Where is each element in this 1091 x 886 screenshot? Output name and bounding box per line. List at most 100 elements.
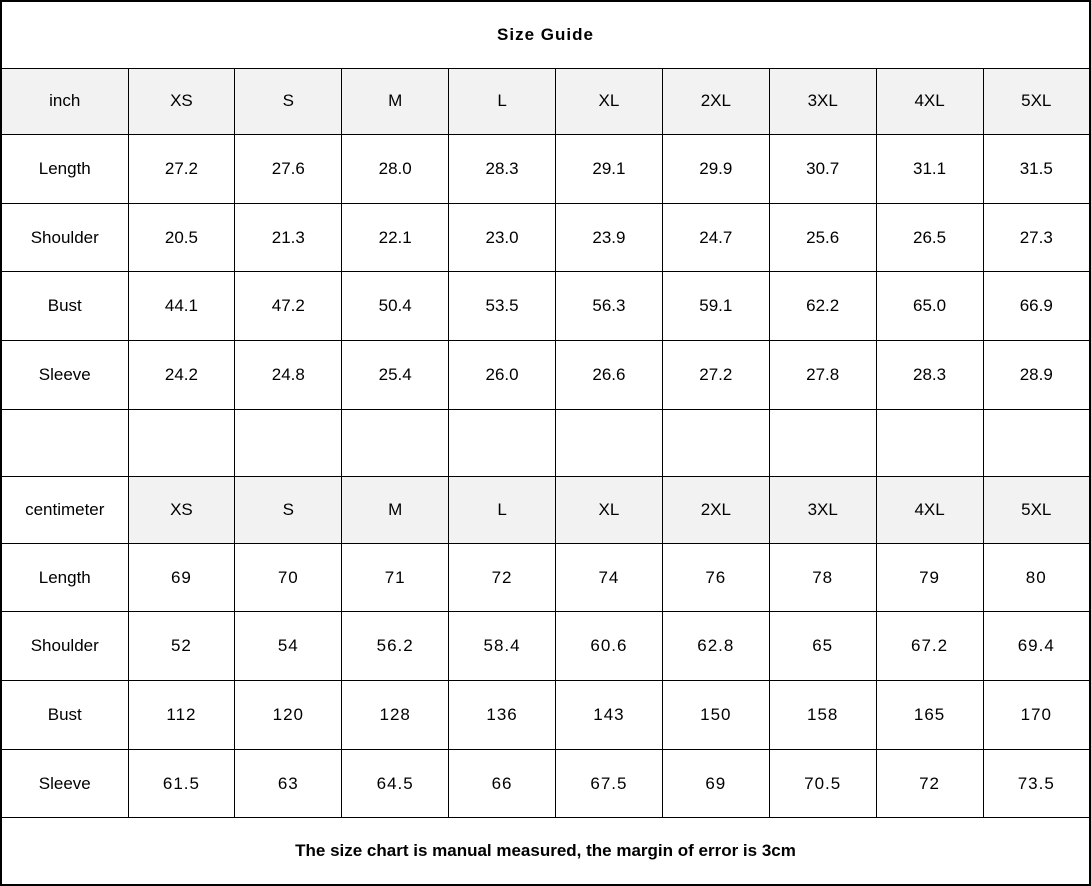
size-header-l: L bbox=[448, 476, 556, 544]
value-cell: 73.5 bbox=[982, 748, 1091, 819]
value-cell: 28.3 bbox=[448, 134, 556, 204]
row-label: Shoulder bbox=[0, 611, 129, 682]
value-cell: 79 bbox=[875, 542, 984, 613]
value-cell: 80 bbox=[982, 542, 1091, 613]
value-cell: 24.8 bbox=[234, 340, 343, 410]
value-cell: 112 bbox=[127, 680, 236, 750]
empty-cell bbox=[555, 408, 663, 478]
value-cell: 60.6 bbox=[555, 611, 663, 682]
value-cell: 28.9 bbox=[982, 340, 1091, 410]
spacer-row bbox=[0, 408, 1091, 478]
value-cell: 128 bbox=[341, 680, 450, 750]
value-cell: 65 bbox=[768, 611, 877, 682]
value-cell: 65.0 bbox=[875, 271, 984, 342]
size-header-4xl: 4XL bbox=[875, 476, 984, 544]
value-cell: 30.7 bbox=[768, 134, 877, 204]
value-cell: 29.9 bbox=[661, 134, 770, 204]
footer-note: The size chart is manual measured, the m… bbox=[0, 817, 1091, 886]
value-cell: 67.5 bbox=[555, 748, 663, 819]
value-cell: 170 bbox=[982, 680, 1091, 750]
size-header-l: L bbox=[448, 67, 556, 136]
value-cell: 56.2 bbox=[341, 611, 450, 682]
size-header-s: S bbox=[234, 67, 343, 136]
value-cell: 27.8 bbox=[768, 340, 877, 410]
value-cell: 21.3 bbox=[234, 202, 343, 273]
cm-length-row: Length 69 70 71 72 74 76 78 79 80 bbox=[0, 542, 1091, 613]
value-cell: 31.5 bbox=[982, 134, 1091, 204]
empty-cell bbox=[341, 408, 450, 478]
empty-cell bbox=[982, 408, 1091, 478]
value-cell: 26.6 bbox=[555, 340, 663, 410]
empty-cell bbox=[448, 408, 556, 478]
value-cell: 70 bbox=[234, 542, 343, 613]
size-header-xs: XS bbox=[127, 476, 236, 544]
size-header-xl: XL bbox=[555, 476, 663, 544]
page-title: Size Guide bbox=[0, 0, 1091, 69]
size-header-5xl: 5XL bbox=[982, 67, 1091, 136]
inch-sleeve-row: Sleeve 24.2 24.8 25.4 26.0 26.6 27.2 27.… bbox=[0, 340, 1091, 410]
value-cell: 69 bbox=[661, 748, 770, 819]
inch-shoulder-row: Shoulder 20.5 21.3 22.1 23.0 23.9 24.7 2… bbox=[0, 202, 1091, 273]
value-cell: 24.2 bbox=[127, 340, 236, 410]
value-cell: 69.4 bbox=[982, 611, 1091, 682]
inch-length-row: Length 27.2 27.6 28.0 28.3 29.1 29.9 30.… bbox=[0, 134, 1091, 204]
value-cell: 72 bbox=[875, 748, 984, 819]
empty-cell bbox=[234, 408, 343, 478]
value-cell: 31.1 bbox=[875, 134, 984, 204]
size-header-xs: XS bbox=[127, 67, 236, 136]
value-cell: 24.7 bbox=[661, 202, 770, 273]
value-cell: 63 bbox=[234, 748, 343, 819]
cm-shoulder-row: Shoulder 52 54 56.2 58.4 60.6 62.8 65 67… bbox=[0, 611, 1091, 682]
value-cell: 72 bbox=[448, 542, 556, 613]
cm-sleeve-row: Sleeve 61.5 63 64.5 66 67.5 69 70.5 72 7… bbox=[0, 748, 1091, 819]
value-cell: 158 bbox=[768, 680, 877, 750]
size-header-4xl: 4XL bbox=[875, 67, 984, 136]
value-cell: 20.5 bbox=[127, 202, 236, 273]
value-cell: 54 bbox=[234, 611, 343, 682]
cm-bust-row: Bust 112 120 128 136 143 150 158 165 170 bbox=[0, 680, 1091, 750]
value-cell: 61.5 bbox=[127, 748, 236, 819]
value-cell: 27.3 bbox=[982, 202, 1091, 273]
row-label: Bust bbox=[0, 271, 129, 342]
size-header-5xl: 5XL bbox=[982, 476, 1091, 544]
value-cell: 165 bbox=[875, 680, 984, 750]
value-cell: 26.5 bbox=[875, 202, 984, 273]
empty-cell bbox=[0, 408, 129, 478]
row-label: Shoulder bbox=[0, 202, 129, 273]
value-cell: 47.2 bbox=[234, 271, 343, 342]
value-cell: 66 bbox=[448, 748, 556, 819]
value-cell: 70.5 bbox=[768, 748, 877, 819]
value-cell: 28.0 bbox=[341, 134, 450, 204]
size-header-s: S bbox=[234, 476, 343, 544]
value-cell: 27.2 bbox=[127, 134, 236, 204]
value-cell: 74 bbox=[555, 542, 663, 613]
row-label: Length bbox=[0, 542, 129, 613]
inch-header-row: inch XS S M L XL 2XL 3XL 4XL 5XL bbox=[0, 67, 1091, 136]
value-cell: 27.2 bbox=[661, 340, 770, 410]
row-label: Bust bbox=[0, 680, 129, 750]
value-cell: 59.1 bbox=[661, 271, 770, 342]
row-label: Sleeve bbox=[0, 748, 129, 819]
empty-cell bbox=[768, 408, 877, 478]
unit-label-centimeter: centimeter bbox=[0, 476, 129, 544]
empty-cell bbox=[875, 408, 984, 478]
value-cell: 22.1 bbox=[341, 202, 450, 273]
size-header-2xl: 2XL bbox=[661, 67, 770, 136]
value-cell: 78 bbox=[768, 542, 877, 613]
value-cell: 150 bbox=[661, 680, 770, 750]
value-cell: 25.4 bbox=[341, 340, 450, 410]
value-cell: 69 bbox=[127, 542, 236, 613]
size-header-2xl: 2XL bbox=[661, 476, 770, 544]
value-cell: 25.6 bbox=[768, 202, 877, 273]
value-cell: 143 bbox=[555, 680, 663, 750]
value-cell: 62.2 bbox=[768, 271, 877, 342]
value-cell: 62.8 bbox=[661, 611, 770, 682]
value-cell: 67.2 bbox=[875, 611, 984, 682]
size-header-3xl: 3XL bbox=[768, 476, 877, 544]
value-cell: 52 bbox=[127, 611, 236, 682]
value-cell: 44.1 bbox=[127, 271, 236, 342]
value-cell: 58.4 bbox=[448, 611, 556, 682]
size-header-m: M bbox=[341, 67, 450, 136]
title-row: Size Guide bbox=[0, 0, 1091, 69]
